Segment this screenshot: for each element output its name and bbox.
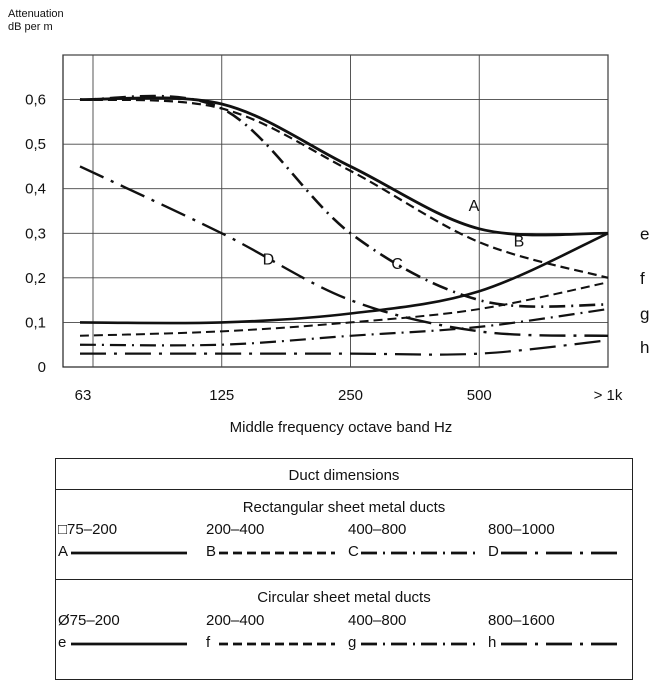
y-axis-title-line: dB per m (8, 21, 53, 33)
legend-size-label: 400–800 (348, 521, 407, 538)
y-tick-label: 0,2 (25, 270, 46, 287)
legend: Duct dimensions Rectangular sheet metal … (55, 458, 633, 680)
legend-letter-h: h (488, 634, 497, 651)
x-tick-label: 125 (209, 387, 234, 404)
legend-divider (56, 579, 632, 580)
grid (62, 54, 609, 368)
plot-frame (62, 54, 609, 368)
legend-letter-g: g (348, 634, 357, 651)
legend-size-label: 200–400 (206, 521, 265, 538)
legend-title: Duct dimensions (288, 467, 400, 484)
side-label-g: g (640, 305, 649, 324)
legend-letter-A: A (58, 543, 69, 560)
curve-label-B: B (514, 234, 525, 251)
series-line-C (79, 94, 609, 308)
curve-label-C: C (391, 256, 403, 273)
x-axis-title: Middle frequency octave band Hz (230, 419, 453, 436)
series-line-e (79, 232, 609, 325)
legend-size-label: □75–200 (58, 521, 118, 538)
curve-label-A: A (469, 198, 480, 215)
series-line-A (79, 96, 609, 237)
legend-letter-B: B (206, 543, 217, 560)
curve-labels: A B C De fgh (263, 198, 650, 357)
series-line-D (79, 165, 609, 337)
y-tick-label: 0,5 (25, 136, 46, 153)
series-line-B (79, 98, 609, 279)
series-line-g (79, 307, 609, 347)
x-tick-label: 250 (338, 387, 363, 404)
legend-size-label: Ø75–200 (58, 612, 120, 629)
legend-size-label: 200–400 (206, 612, 265, 629)
side-label-f: f (640, 269, 645, 288)
y-tick-label: 0,6 (25, 92, 46, 109)
y-tick-label: 0,4 (25, 181, 46, 198)
legend-letter-f: f (206, 634, 211, 651)
x-tick-label: > 1k (594, 387, 623, 404)
x-tick-labels: 63 125 250 500 > 1k (75, 387, 623, 404)
series-lines (79, 94, 609, 356)
side-label-e: e (640, 224, 649, 243)
y-axis-title-line: Attenuation (8, 8, 64, 20)
y-tick-label: 0,1 (25, 314, 46, 331)
legend-letter-e: e (58, 634, 67, 651)
legend-letter-C: C (348, 543, 359, 560)
legend-size-label: 400–800 (348, 612, 407, 629)
legend-rect-title: Rectangular sheet metal ducts (242, 499, 446, 516)
curve-label-D: D (263, 251, 275, 268)
legend-size-label: 800–1600 (488, 612, 555, 629)
series-line-h (79, 339, 609, 356)
legend-circ-title: Circular sheet metal ducts (257, 589, 431, 606)
legend-size-label: 800–1000 (488, 521, 555, 538)
y-tick-labels: 0 0,1 0,2 0,3 0,4 0,5 0,6 (25, 92, 46, 376)
side-label-h: h (640, 338, 649, 357)
y-tick-label: 0 (38, 359, 46, 376)
x-tick-label: 500 (467, 387, 492, 404)
x-tick-label: 63 (75, 387, 92, 404)
y-tick-label: 0,3 (25, 225, 46, 242)
legend-letter-D: D (488, 543, 499, 560)
legend-divider (56, 489, 632, 490)
series-line-f (79, 281, 609, 337)
